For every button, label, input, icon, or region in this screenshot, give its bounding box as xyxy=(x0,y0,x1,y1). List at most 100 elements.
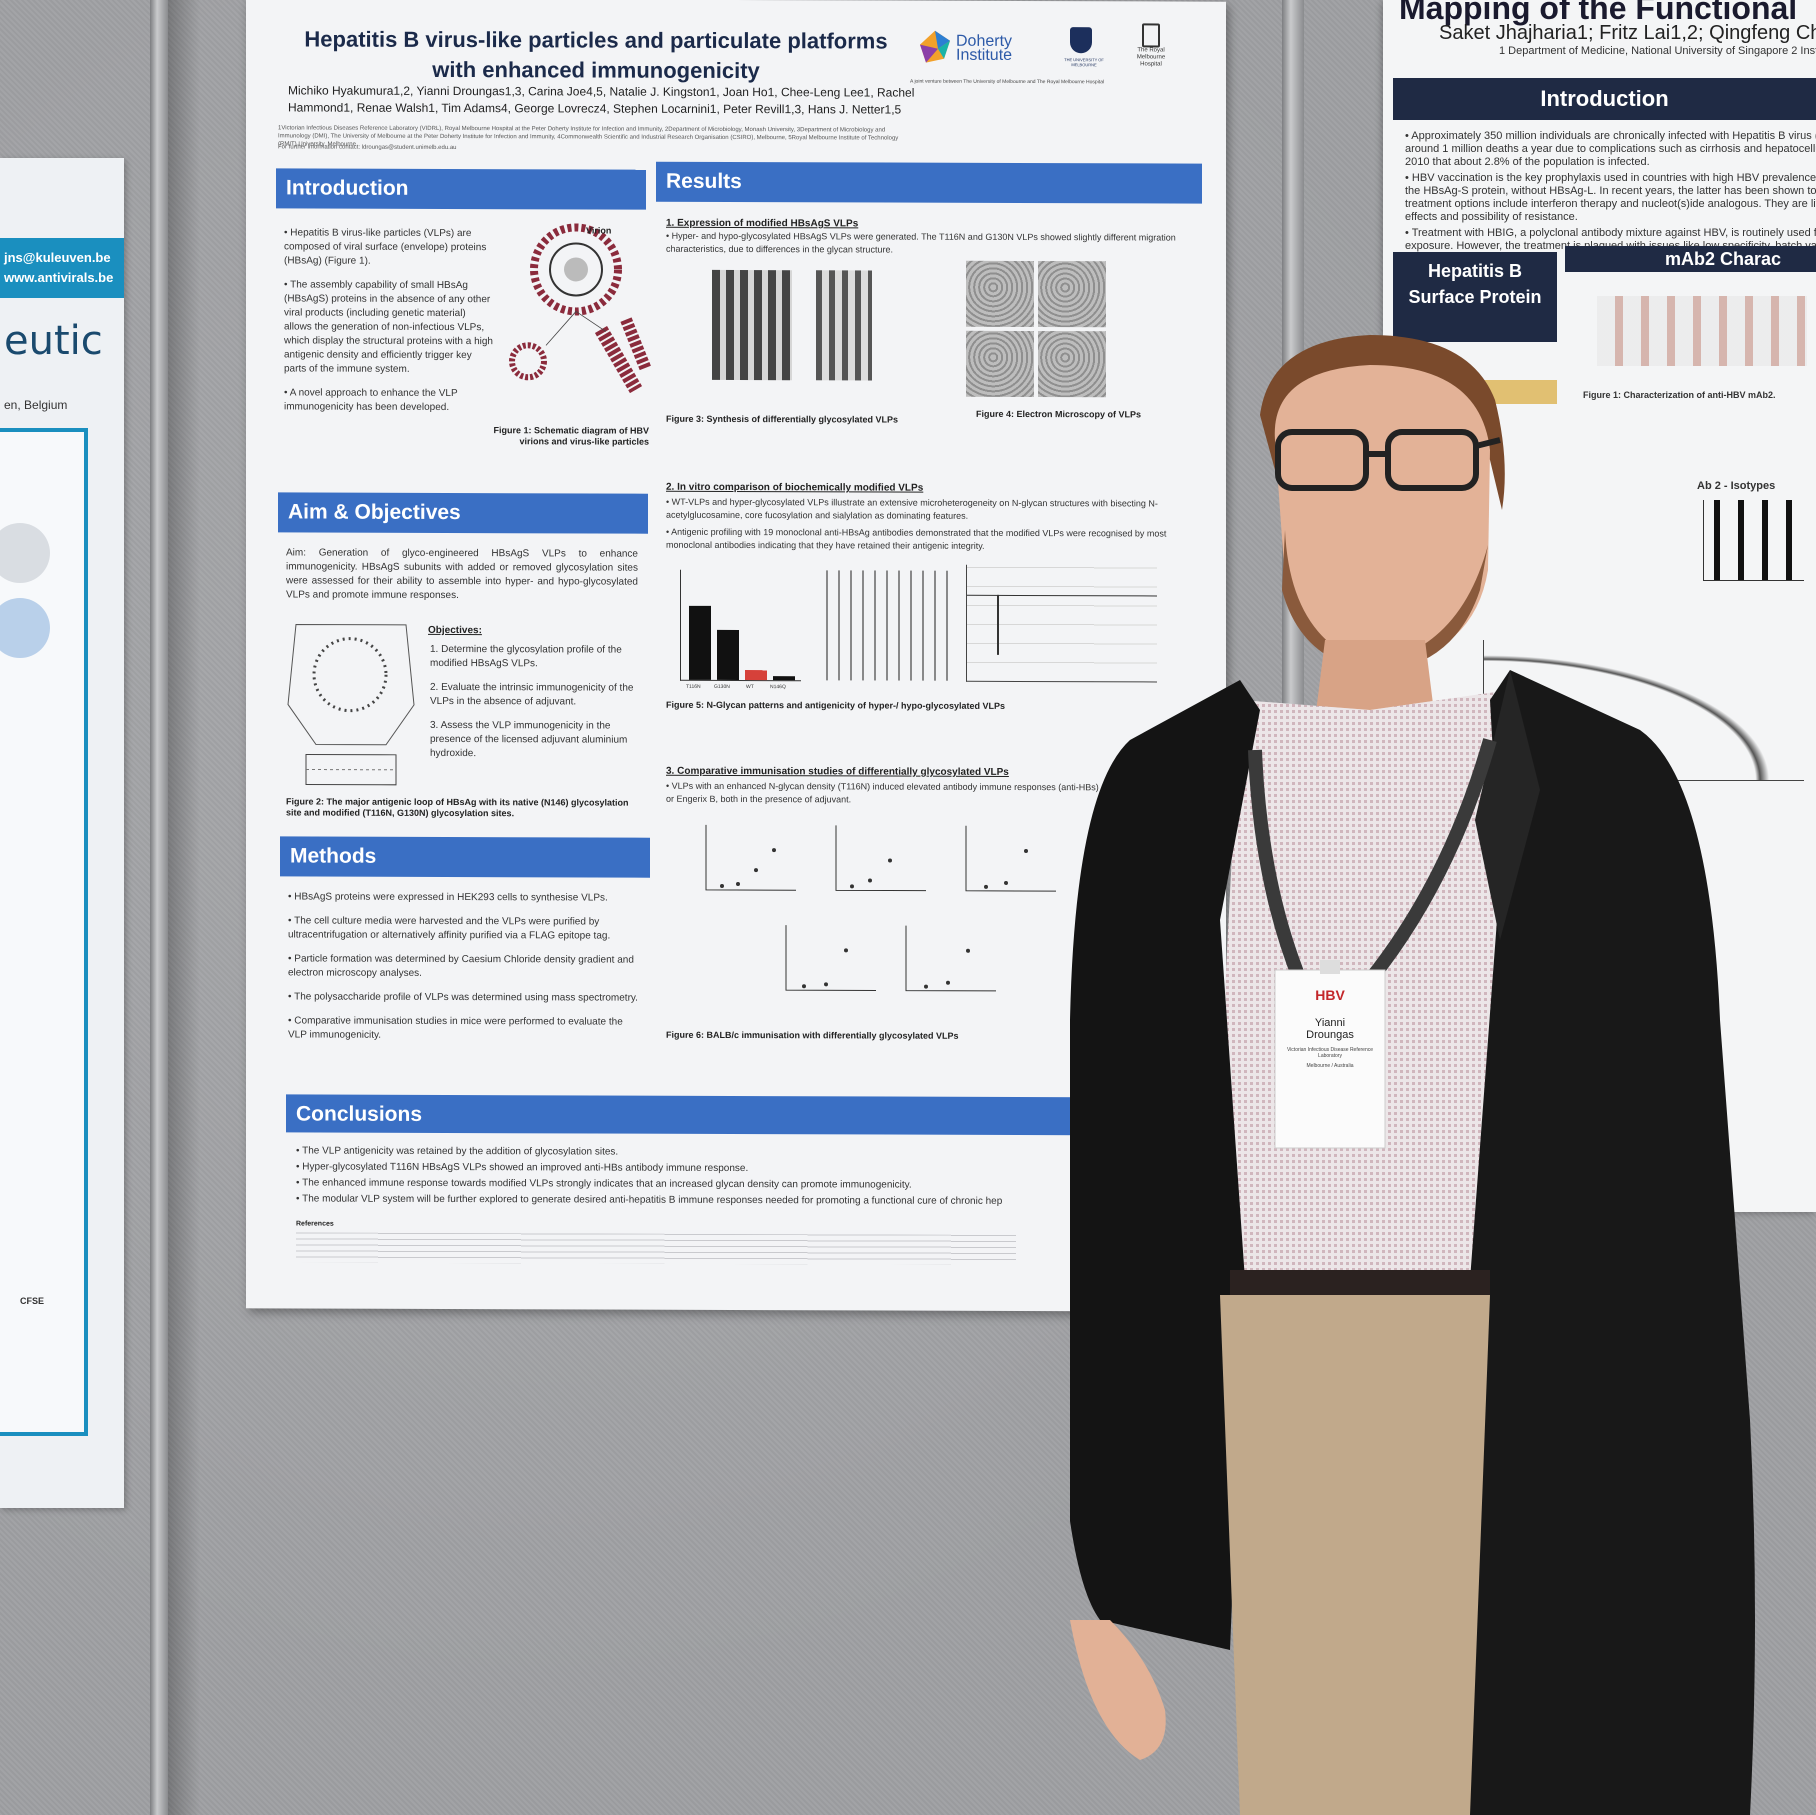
doherty-logo-subtext: A joint venture between The University o… xyxy=(910,78,1105,86)
objectives-title: Objectives: xyxy=(428,624,482,637)
rmh-text: The Royal Melbourne Hospital xyxy=(1136,47,1166,68)
right-poster-intro-heading: Introduction xyxy=(1393,78,1816,120)
person-hand xyxy=(1070,1620,1166,1760)
fig5-bar-n146q xyxy=(773,676,795,681)
person-beard xyxy=(1282,530,1488,672)
right-poster-mab-heading: mAb2 Charac xyxy=(1565,246,1816,272)
poster-title: Hepatitis B virus-like particles and par… xyxy=(304,26,888,84)
doherty-logo: Doherty Institute xyxy=(916,29,1026,73)
melbourne-uni-logo: THE UNIVERSITY OF MELBOURNE xyxy=(1056,27,1112,71)
section-conclusions-heading: Conclusions xyxy=(286,1094,1116,1136)
left-poster-cfse-label: CFSE xyxy=(20,1296,45,1306)
objective-item-1: 1. Determine the glycosylation profile o… xyxy=(430,643,622,670)
section-aim-heading: Aim & Objectives xyxy=(278,492,648,534)
left-poster-title-fragment: eutic xyxy=(4,318,103,364)
objective-item-2: 2. Evaluate the intrinsic immunogenicity… xyxy=(430,681,634,708)
right-poster-title: Mapping of the Functional xyxy=(1399,0,1798,26)
methods-item-4: • The polysaccharide profile of VLPs was… xyxy=(288,991,638,1004)
objective-item-3: 3. Assess the VLP immunogenicity in the … xyxy=(430,719,628,760)
references-title: References xyxy=(296,1220,334,1228)
person-neck xyxy=(1315,640,1435,720)
name-badge-clip xyxy=(1320,960,1340,974)
objectives-list: 1. Determine the glycosylation profile o… xyxy=(430,643,642,772)
fig5-bar-wt xyxy=(745,670,767,681)
fig5-label-g130n: G130N xyxy=(714,683,730,690)
conclusion-item-4: • The modular VLP system will be further… xyxy=(296,1193,1003,1207)
doherty-logo-text: Doherty Institute xyxy=(956,32,1013,64)
right-intro-line-1: • Approximately 350 million individuals … xyxy=(1405,130,1816,142)
aim-text: Aim: Generation of glyco-engineered HBsA… xyxy=(286,547,638,602)
fig5-label-wt: WT xyxy=(746,684,754,691)
conclusion-item-2: • Hyper-glycosylated T116N HBsAgS VLPs s… xyxy=(296,1161,749,1175)
right-intro-line-8: • Treatment with HBIG, a polyclonal anti… xyxy=(1405,227,1816,239)
results-s3-title: 3. Comparative immunisation studies of d… xyxy=(666,765,1009,778)
methods-item-5: • Comparative immunisation studies in mi… xyxy=(288,1015,623,1041)
badge-content: HBV Yianni Droungas Victorian Infectious… xyxy=(1275,975,1385,1145)
right-poster-isotype-label: Ab 2 - Isotypes xyxy=(1697,480,1776,492)
badge-first-name: Yianni xyxy=(1314,1017,1346,1029)
melbourne-crest-icon xyxy=(1070,27,1092,54)
references-lines xyxy=(296,1232,1016,1265)
rmh-crest-icon xyxy=(1142,23,1160,48)
figure-3-gel-1 xyxy=(712,269,792,381)
left-poster-figure-frame xyxy=(0,428,88,1436)
figure-4-em-c xyxy=(966,330,1034,398)
figure-4-em-b xyxy=(1038,261,1106,328)
left-poster-email: jns@kuleuven.be xyxy=(4,250,111,265)
royal-melbourne-hospital-logo: The Royal Melbourne Hospital xyxy=(1126,23,1176,77)
right-intro-line-5: the HBsAg-S protein, without HBsAg-L. In… xyxy=(1405,185,1816,197)
poster-authors: Michiko Hyakumura1,2, Yianni Droungas1,3… xyxy=(288,83,915,117)
left-poster-location: en, Belgium xyxy=(4,398,68,412)
right-poster-gel-figure xyxy=(1597,296,1807,366)
results-s1-title: 1. Expression of modified HBsAgS VLPs xyxy=(666,217,859,230)
person-face xyxy=(1274,365,1490,665)
figure-5-bar-chart xyxy=(680,569,801,682)
person-jacket-right xyxy=(1450,670,1755,1815)
left-poster-circle-2 xyxy=(0,598,50,658)
figure-2-antigenic-loop xyxy=(287,623,415,786)
figure-5-caption: Figure 5: N-Glycan patterns and antigeni… xyxy=(666,699,1006,711)
left-poster-blue-band xyxy=(0,238,124,298)
left-poster-circle-1 xyxy=(0,523,50,583)
right-poster-dept: 1 Department of Medicine, National Unive… xyxy=(1499,45,1816,57)
presenter-person xyxy=(1070,335,1755,1815)
fig5-dip xyxy=(997,594,999,655)
results-s1-text: • Hyper- and hypo-glycosylated HBsAgS VL… xyxy=(666,230,1176,255)
main-poster: Hepatitis B virus-like particles and par… xyxy=(246,0,1226,1312)
right-intro-line-6: treatment options include interferon the… xyxy=(1405,198,1816,210)
person-jacket-left xyxy=(1070,680,1260,1650)
section-introduction-heading: Introduction xyxy=(276,168,646,210)
figure-3-caption: Figure 3: Synthesis of differentially gl… xyxy=(666,413,899,425)
results-s2-title: 2. In vitro comparison of biochemically … xyxy=(666,481,924,494)
right-poster-authors: Saket Jhajharia1; Fritz Lai1,2; Qingfeng… xyxy=(1439,22,1816,44)
intro-para-2: • The assembly capability of small HBsAg… xyxy=(284,279,493,375)
fig5-bar-t116n xyxy=(689,605,711,680)
figure-3-gel-2 xyxy=(816,270,872,381)
figure-1-virion-diagram xyxy=(509,223,652,394)
intro-para-1: • Hepatitis B virus-like particles (VLPs… xyxy=(284,227,487,267)
frame-pole-shadow xyxy=(168,0,200,1815)
figure-1-virion-label: Virion xyxy=(586,225,612,236)
figure-6-caption: Figure 6: BALB/c immunisation with diffe… xyxy=(666,1029,959,1041)
conclusion-item-3: • The enhanced immune response towards m… xyxy=(296,1177,912,1191)
right-poster-fig1-caption: Figure 1: Characterization of anti-HBV m… xyxy=(1583,390,1776,400)
methods-item-2: • The cell culture media were harvested … xyxy=(288,915,611,942)
figure-1-caption: Figure 1: Schematic diagram of HBV virio… xyxy=(493,425,649,447)
section-results-heading: Results xyxy=(656,161,1202,204)
badge-org: Victorian Infectious Disease Reference L… xyxy=(1286,1047,1374,1059)
conclusions-list: • The VLP antigenicity was retained by t… xyxy=(296,1144,1076,1211)
right-intro-line-7: effects and possibility of resistance. xyxy=(1405,211,1578,223)
right-poster-surface-heading: Hepatitis B Surface Protein xyxy=(1393,252,1557,342)
methods-item-3: • Particle formation was determined by C… xyxy=(288,953,634,979)
right-intro-line-4: • HBV vaccination is the key prophylaxis… xyxy=(1405,172,1816,184)
person-trousers xyxy=(1220,1295,1490,1815)
frame-pole-left xyxy=(150,0,168,1815)
melbourne-uni-text: THE UNIVERSITY OF MELBOURNE xyxy=(1064,57,1104,68)
figure-5-glycan-structures xyxy=(826,570,956,681)
fig5-label-n146q: N146Q xyxy=(770,684,786,691)
fig5-label-t116n: T116N xyxy=(686,683,701,690)
section-methods-heading: Methods xyxy=(280,836,650,878)
right-intro-line-2: around 1 million deaths a year due to co… xyxy=(1405,143,1816,155)
figure-6-immunisation-plots xyxy=(705,824,1056,992)
left-poster-web: www.antivirals.be xyxy=(4,270,114,285)
